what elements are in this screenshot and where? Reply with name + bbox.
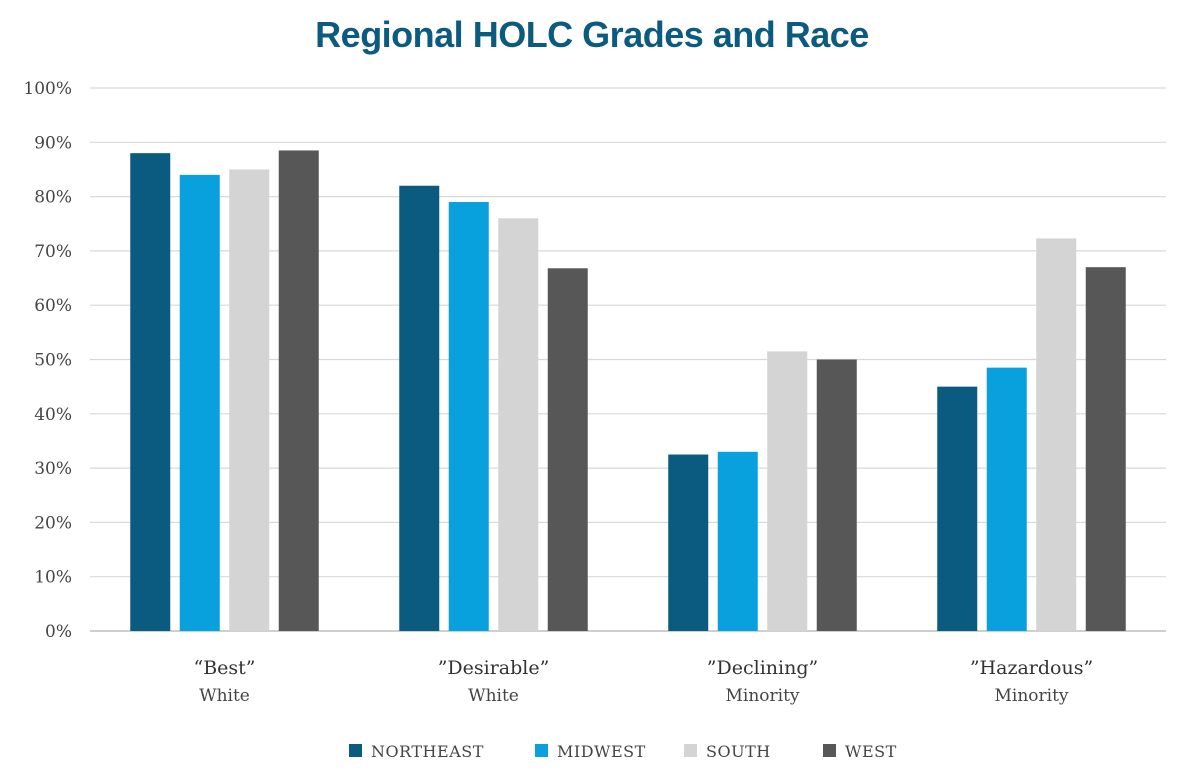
bar-midwest-3 xyxy=(717,451,758,631)
bar-northeast-4 xyxy=(937,386,978,631)
bar-west-1 xyxy=(278,150,319,631)
chart-title: Regional HOLC Grades and Race xyxy=(315,14,869,55)
y-tick-label: 60% xyxy=(34,296,72,316)
category-label: ”Declining” xyxy=(707,657,818,679)
legend-swatch-south xyxy=(684,744,697,757)
y-tick-label: 10% xyxy=(34,568,72,588)
bars xyxy=(130,150,1126,632)
bar-northeast-3 xyxy=(668,454,709,631)
bar-south-2 xyxy=(498,218,539,631)
bar-south-4 xyxy=(1036,238,1077,631)
y-tick-label: 30% xyxy=(34,459,72,479)
x-axis-labels: “Best” White ”Desirable” White ”Declining” Mi… xyxy=(193,657,1093,706)
y-tick-label: 80% xyxy=(34,188,72,208)
y-tick-label: 40% xyxy=(34,405,72,425)
y-tick-label: 50% xyxy=(34,351,72,371)
category-sublabel: White xyxy=(199,686,250,706)
category-label: ”Hazardous” xyxy=(970,657,1093,679)
bar-west-4 xyxy=(1085,267,1126,631)
legend-swatch-northeast xyxy=(349,744,362,757)
bar-west-3 xyxy=(816,359,857,631)
bar-midwest-4 xyxy=(986,367,1027,631)
legend-label-midwest: MIDWEST xyxy=(557,742,646,761)
category-sublabel: Minority xyxy=(725,686,799,706)
bar-south-3 xyxy=(767,351,808,631)
legend-swatch-midwest xyxy=(535,744,548,757)
y-tick-label: 100% xyxy=(23,79,72,99)
bar-west-2 xyxy=(547,268,588,631)
category-label: ”Desirable” xyxy=(438,657,550,679)
y-tick-label: 70% xyxy=(34,242,72,262)
bar-midwest-2 xyxy=(448,202,489,631)
category-sublabel: White xyxy=(468,686,519,706)
legend-label-west: WEST xyxy=(845,742,897,761)
bar-northeast-1 xyxy=(130,153,171,631)
legend-label-northeast: NORTHEAST xyxy=(371,742,484,761)
bar-northeast-2 xyxy=(399,185,440,632)
y-tick-label: 90% xyxy=(34,133,72,153)
legend-label-south: SOUTH xyxy=(706,742,771,761)
category-label: “Best” xyxy=(193,657,255,679)
bar-midwest-1 xyxy=(179,174,220,631)
bar-south-1 xyxy=(229,169,270,631)
y-tick-label: 0% xyxy=(45,622,72,642)
legend: NORTHEAST MIDWEST SOUTH WEST xyxy=(349,742,897,761)
category-sublabel: Minority xyxy=(994,686,1068,706)
y-axis-ticks: 0% 10% 20% 30% 40% 50% 60% 70% 80% 90% 100% xyxy=(23,79,72,642)
legend-swatch-west xyxy=(823,744,836,757)
gridlines xyxy=(90,87,1166,632)
y-tick-label: 20% xyxy=(34,513,72,533)
